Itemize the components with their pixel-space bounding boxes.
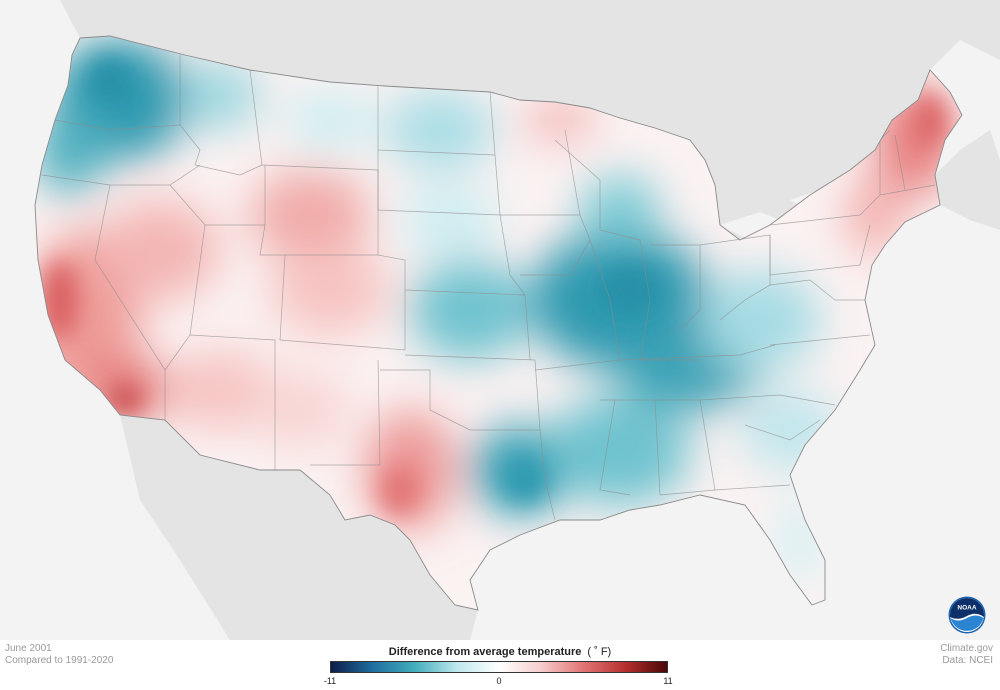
legend-title-text: Difference from average temperature	[388, 646, 582, 658]
credit-site: Climate.gov	[940, 643, 993, 654]
caption: June 2001 Compared to 1991-2020	[5, 643, 113, 667]
legend-color-bar	[330, 661, 668, 673]
credit-source: Data: NCEI	[942, 655, 993, 666]
noaa-logo-icon: NOAA	[948, 596, 986, 634]
credits: Climate.gov Data: NCEI	[940, 643, 993, 667]
legend-title: Difference from average temperature ( ˚ F…	[0, 646, 1000, 658]
legend-min-label: -11	[323, 676, 337, 686]
caption-baseline: Compared to 1991-2020	[5, 655, 114, 666]
legend-mid-label: 0	[496, 676, 502, 686]
footer: June 2001 Compared to 1991-2020 Differen…	[0, 640, 1000, 690]
state-borders	[41, 55, 936, 521]
legend-unit: ( ˚ F)	[587, 646, 612, 658]
temperature-anomaly-map	[34, 0, 1000, 640]
legend-max-label: 11	[663, 676, 673, 686]
caption-date: June 2001	[5, 643, 52, 654]
neighbor-land	[60, 0, 1000, 640]
noaa-logo-text: NOAA	[957, 605, 976, 612]
